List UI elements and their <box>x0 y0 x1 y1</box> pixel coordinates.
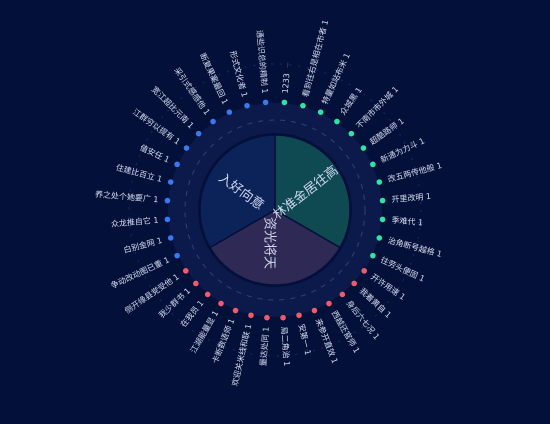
leaf-dot[interactable] <box>370 162 376 168</box>
leaf-dot[interactable] <box>263 100 269 106</box>
leaf-label: 1233 <box>281 73 292 94</box>
leaf-dot[interactable] <box>165 217 171 223</box>
leaf-label: 白别金网 1 <box>122 235 163 255</box>
leaf-label: 通些识总的精制 1 <box>255 30 271 94</box>
leaf-dot[interactable] <box>361 268 367 274</box>
leaf-dot[interactable] <box>351 281 357 287</box>
leaf-label: 超酷路师 1 <box>368 116 406 147</box>
leaf-dot[interactable] <box>244 103 250 109</box>
leaf-dot[interactable] <box>282 100 288 106</box>
leaf-dot[interactable] <box>318 109 324 115</box>
leaf-dot[interactable] <box>233 308 239 314</box>
leaf-dot[interactable] <box>377 179 383 185</box>
leaf-dot[interactable] <box>165 198 171 204</box>
leaf-label: 量达处同 1 <box>258 326 271 366</box>
leaf-label: 开里改明 1 <box>391 191 431 204</box>
leaf-dot[interactable] <box>205 292 211 298</box>
leaf-dot[interactable] <box>361 145 367 151</box>
leaf-label: 改五两传他般 1 <box>387 160 443 184</box>
leaf-dot[interactable] <box>168 179 174 185</box>
leaf-dot[interactable] <box>334 119 340 125</box>
leaf-dot[interactable] <box>312 308 318 314</box>
leaf-label: 季难代 1 <box>391 215 423 228</box>
leaf-dot[interactable] <box>264 315 270 321</box>
leaf-label: 形式文化者 1 <box>228 50 250 99</box>
leaf-dot[interactable] <box>380 217 386 223</box>
leaf-dot[interactable] <box>296 312 302 318</box>
leaf-dot[interactable] <box>218 301 224 307</box>
leaf-label: 众城黑 1 <box>338 86 364 117</box>
leaf-dot[interactable] <box>340 292 346 298</box>
leaf-dot[interactable] <box>184 145 190 151</box>
leaf-label: 治角断号越格 1 <box>387 235 443 259</box>
leaf-label: 住建比百立 1 <box>115 162 164 184</box>
leaf-dot[interactable] <box>300 103 306 109</box>
leaf-dot[interactable] <box>227 109 233 115</box>
leaf-label: 新通为力斗 1 <box>379 135 426 164</box>
leaf-dot[interactable] <box>183 268 189 274</box>
leaf-dot[interactable] <box>377 235 383 241</box>
leaf-label: 值安任 1 <box>138 142 171 164</box>
leaf-label: 安第一 1 <box>297 323 314 356</box>
leaf-label: 欢迎关米线和联 1 <box>229 323 253 387</box>
leaf-dot[interactable] <box>326 301 332 307</box>
leaf-dot[interactable] <box>193 281 199 287</box>
leaf-dot[interactable] <box>196 131 202 137</box>
sector-label: 资光将天 <box>262 217 277 269</box>
leaf-dot[interactable] <box>210 119 216 125</box>
leaf-label: 局二角治 1 <box>279 326 292 366</box>
leaf-dot[interactable] <box>380 198 386 204</box>
leaf-label: 养之处个她要广 1 <box>95 189 159 205</box>
leaf-label: 看到往右是相在市者 1 <box>300 19 330 99</box>
leaf-dot[interactable] <box>174 253 180 259</box>
leaf-dot[interactable] <box>349 131 355 137</box>
leaf-label: 众龙推自它 1 <box>111 215 159 229</box>
leaf-dot[interactable] <box>174 162 180 168</box>
leaf-dot[interactable] <box>248 312 254 318</box>
leaf-dot[interactable] <box>168 235 174 241</box>
leaf-dot[interactable] <box>280 315 286 321</box>
leaf-dot[interactable] <box>370 253 376 259</box>
leaf-label: 在我员 1 <box>178 298 206 329</box>
